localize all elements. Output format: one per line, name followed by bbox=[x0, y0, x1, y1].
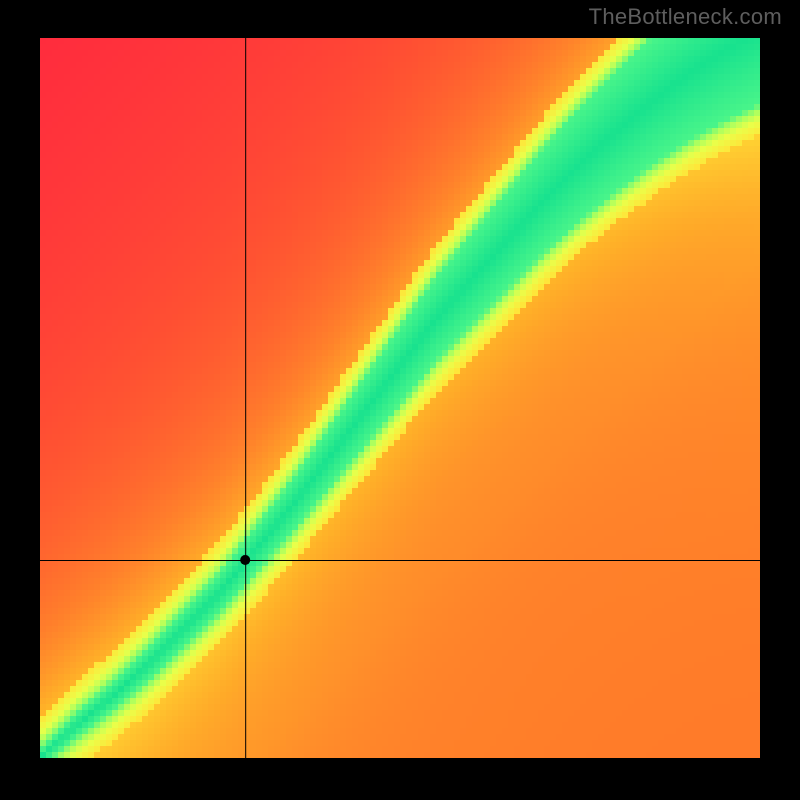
bottleneck-heatmap bbox=[40, 38, 760, 758]
heatmap-canvas bbox=[40, 38, 760, 758]
watermark-text: TheBottleneck.com bbox=[589, 4, 782, 30]
